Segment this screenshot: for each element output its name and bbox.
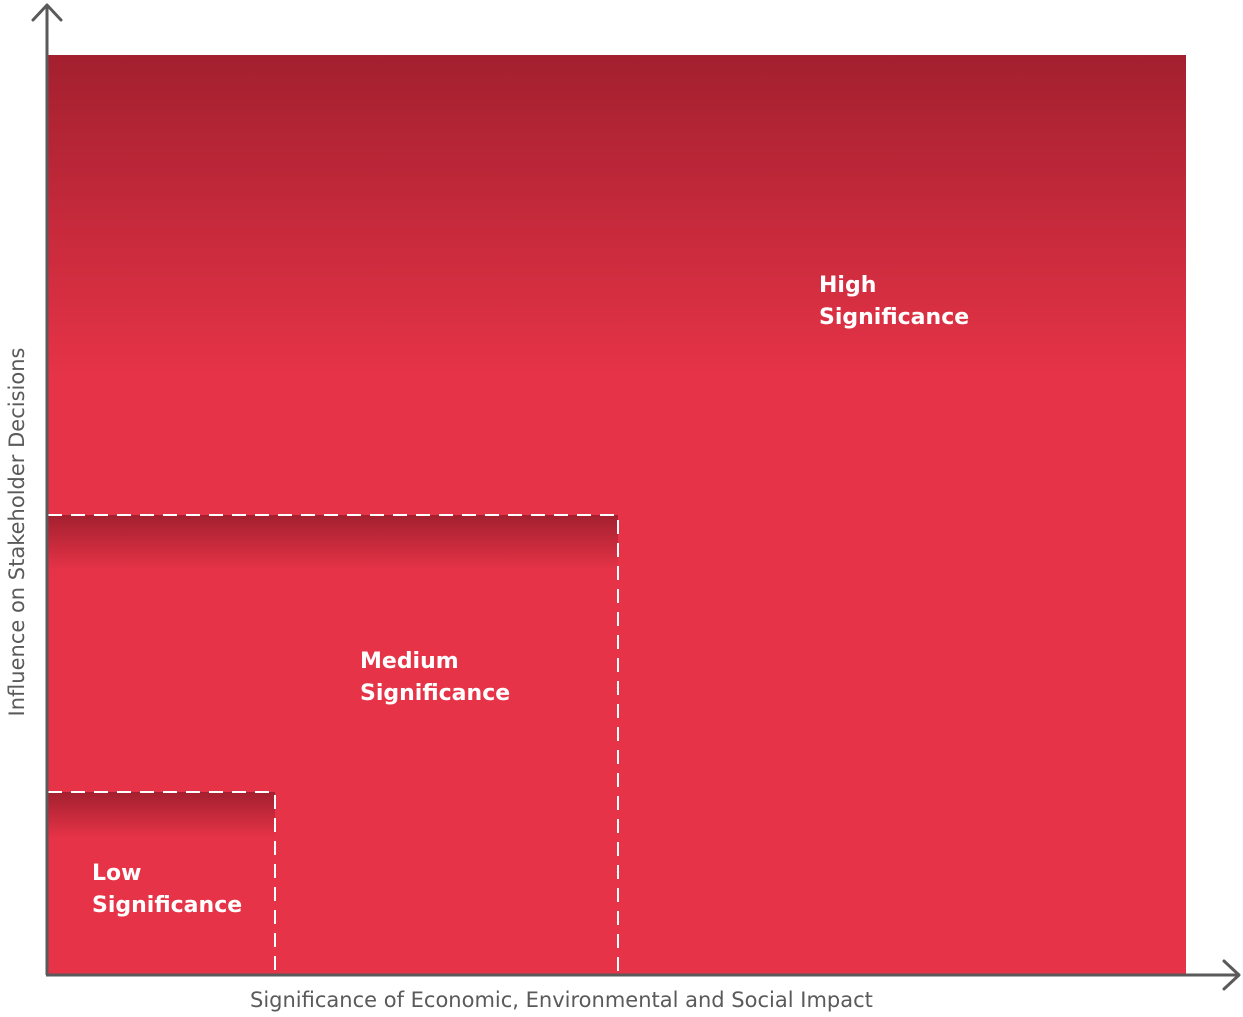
zone-label-medium-line1: Medium: [360, 649, 459, 674]
zone-label-high-line1: High: [819, 273, 877, 298]
zone-low-dashed-border: [48, 791, 276, 975]
zone-label-high: High Significance: [819, 270, 969, 334]
y-axis-arrow-icon: [31, 3, 63, 22]
zone-low: [48, 792, 275, 975]
zone-label-high-line2: Significance: [819, 305, 970, 330]
zone-label-low-line2: Significance: [92, 893, 243, 918]
y-axis-label: Influence on Stakeholder Decisions: [5, 347, 29, 717]
x-axis-arrow-icon: [1222, 959, 1241, 991]
zone-label-medium-line2: Significance: [360, 681, 511, 706]
zone-label-low: Low Significance: [92, 858, 242, 922]
zone-label-low-line1: Low: [92, 861, 142, 886]
zone-medium-dashed-border: [48, 514, 619, 975]
zone-label-medium: Medium Significance: [360, 646, 510, 710]
x-axis-label: Significance of Economic, Environmental …: [250, 988, 873, 1012]
